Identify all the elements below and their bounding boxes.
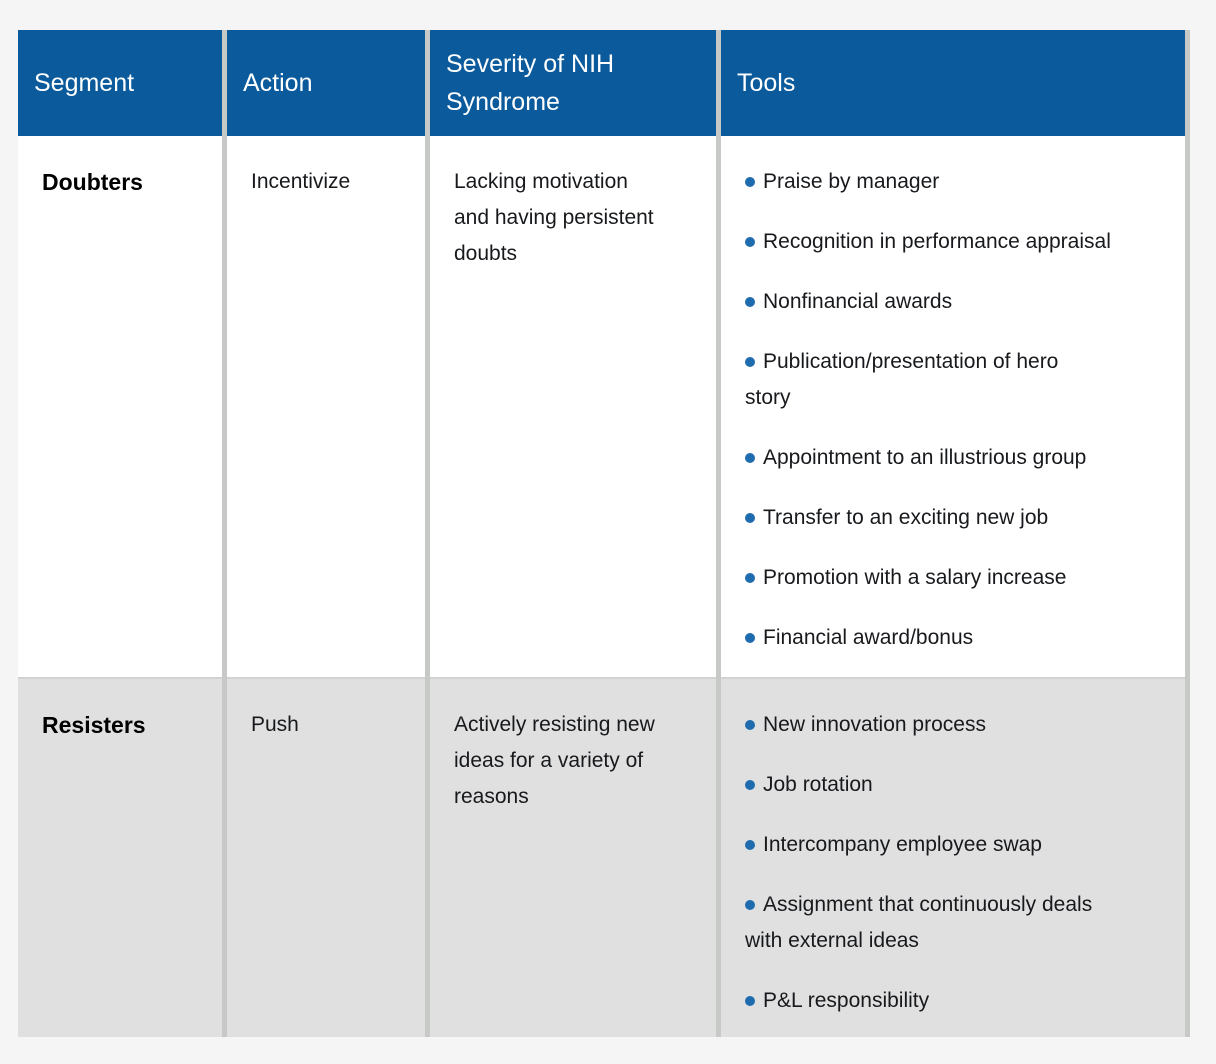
tool-item-label: P&L responsibility	[763, 989, 930, 1012]
tool-item: P&L responsibility	[745, 983, 1169, 1019]
tool-item-label: New innovation process	[763, 713, 986, 736]
action-label: Push	[251, 713, 299, 736]
action-label: Incentivize	[251, 170, 351, 193]
bullet-icon	[745, 453, 755, 463]
table-row-doubters-action-cell: Incentivize	[227, 136, 425, 677]
bullet-icon	[745, 633, 755, 643]
column-header-segment: Segment	[18, 30, 222, 136]
tool-item: Nonfinancial awards	[745, 284, 1169, 320]
tool-item-label: Financial award/bonus	[763, 626, 974, 649]
bullet-icon	[745, 573, 755, 583]
tool-item: Praise by manager	[745, 164, 1169, 200]
segment-label: Resisters	[42, 712, 146, 738]
bullet-icon	[745, 177, 755, 187]
severity-text: Lacking motivation and having persistent…	[454, 170, 654, 265]
bullet-icon	[745, 720, 755, 730]
tool-item-label: Job rotation	[763, 773, 873, 796]
table-row-doubters-severity-cell: Lacking motivation and having persistent…	[430, 136, 716, 677]
tool-item-label: Appointment to an illustrious group	[763, 446, 1087, 469]
segments-table: Segment Action Severity of NIH Syndrome …	[18, 30, 1190, 1037]
tool-item: Appointment to an illustrious group	[745, 440, 1169, 476]
bullet-icon	[745, 513, 755, 523]
table-row-resisters-action-cell: Push	[227, 677, 425, 1037]
tool-item-label: Promotion with a salary increase	[763, 566, 1067, 589]
table-row-doubters-segment-cell: Doubters	[18, 136, 222, 677]
tool-item-label: Recognition in performance appraisal	[763, 230, 1111, 253]
tool-item: Transfer to an exciting new job	[745, 500, 1169, 536]
tool-item: Assignment that continuously deals with …	[745, 887, 1169, 959]
table-row-resisters-tools-cell: New innovation process Job rotation Inte…	[721, 677, 1185, 1037]
tool-item: Publication/presentation of hero story	[745, 344, 1169, 416]
bullet-icon	[745, 996, 755, 1006]
severity-text: Actively resisting new ideas for a varie…	[454, 713, 655, 808]
tool-item-label: Intercompany employee swap	[763, 833, 1042, 856]
table-row-resisters-severity-cell: Actively resisting new ideas for a varie…	[430, 677, 716, 1037]
bullet-icon	[745, 840, 755, 850]
tool-item-label: Transfer to an exciting new job	[763, 506, 1049, 529]
bullet-icon	[745, 237, 755, 247]
tool-item-label: Nonfinancial awards	[763, 290, 953, 313]
tool-item: Intercompany employee swap	[745, 827, 1169, 863]
column-header-action: Action	[227, 30, 425, 136]
segment-label: Doubters	[42, 169, 143, 195]
bullet-icon	[745, 297, 755, 307]
tool-item-label: Assignment that continuously deals with …	[745, 893, 1093, 952]
column-header-tools: Tools	[721, 30, 1185, 136]
tool-item: Financial award/bonus	[745, 620, 1169, 656]
tool-item: Promotion with a salary increase	[745, 560, 1169, 596]
bullet-icon	[745, 780, 755, 790]
bullet-icon	[745, 900, 755, 910]
tool-item-label: Praise by manager	[763, 170, 940, 193]
tool-item: Job rotation	[745, 767, 1169, 803]
table-row-resisters-segment-cell: Resisters	[18, 677, 222, 1037]
table-row-doubters-tools-cell: Praise by manager Recognition in perform…	[721, 136, 1185, 677]
bullet-icon	[745, 357, 755, 367]
column-header-severity: Severity of NIH Syndrome	[430, 30, 716, 136]
tool-item-label: Publication/presentation of hero story	[745, 350, 1059, 409]
tool-item: Recognition in performance appraisal	[745, 224, 1169, 260]
tool-item: New innovation process	[745, 707, 1169, 743]
